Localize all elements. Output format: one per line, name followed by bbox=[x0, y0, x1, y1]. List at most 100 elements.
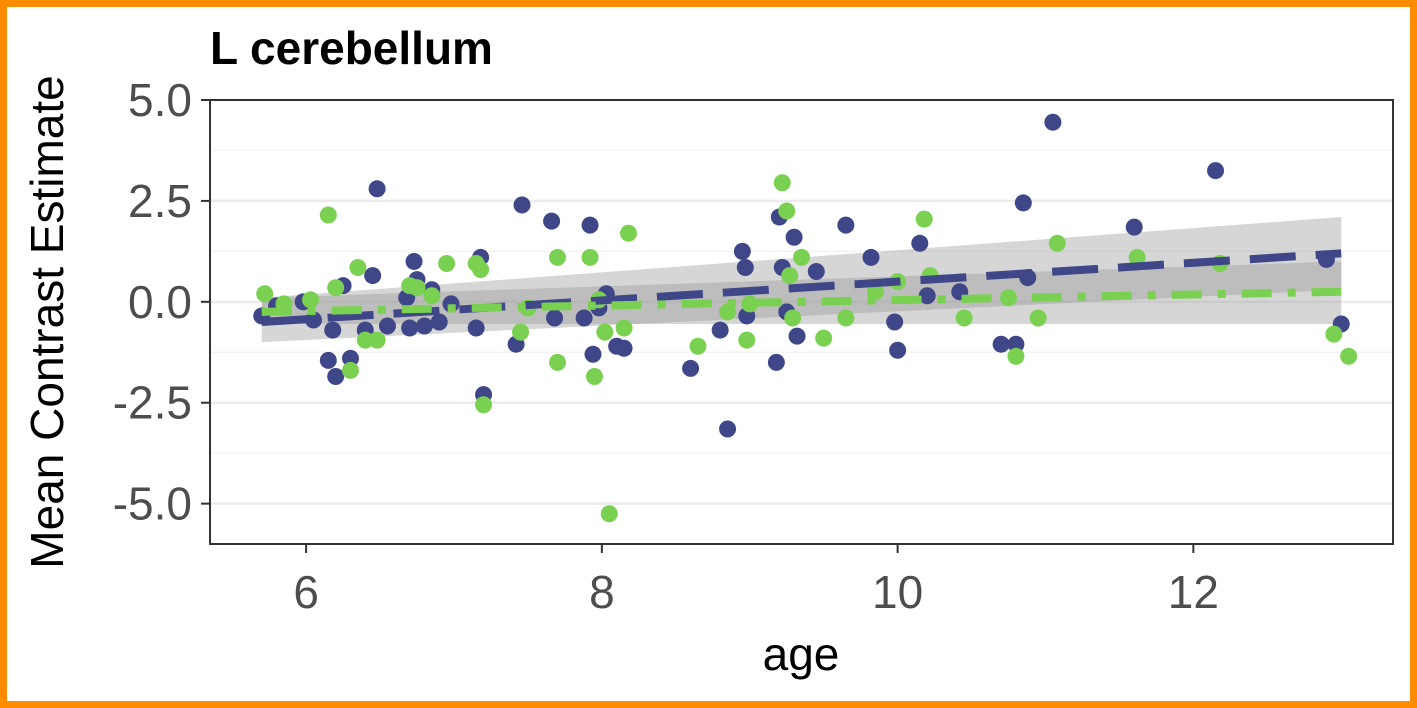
data-point bbox=[781, 267, 799, 285]
data-point bbox=[1029, 309, 1047, 327]
y-tick-label: -5.0 bbox=[113, 478, 192, 530]
data-point bbox=[1207, 162, 1225, 180]
data-point bbox=[467, 319, 485, 337]
data-point bbox=[327, 367, 345, 385]
data-point bbox=[549, 248, 567, 266]
y-tick-label: 5.0 bbox=[128, 74, 192, 126]
data-point bbox=[405, 252, 423, 270]
data-point bbox=[1048, 234, 1066, 252]
data-point bbox=[788, 327, 806, 345]
data-point bbox=[886, 313, 904, 331]
x-axis-ticks: 6 8 10 12 bbox=[293, 544, 1219, 618]
data-point bbox=[543, 212, 561, 230]
data-point bbox=[915, 210, 933, 228]
data-point bbox=[302, 291, 320, 309]
data-point bbox=[415, 317, 433, 335]
data-point bbox=[767, 353, 785, 371]
data-point bbox=[368, 331, 386, 349]
data-point bbox=[866, 283, 884, 301]
x-tick-label: 10 bbox=[872, 566, 923, 618]
data-point bbox=[408, 279, 426, 297]
data-point bbox=[585, 367, 603, 385]
data-point bbox=[256, 285, 274, 303]
data-point bbox=[430, 313, 448, 331]
data-point bbox=[837, 216, 855, 234]
plot-panel-border bbox=[209, 99, 1394, 545]
y-axis-title: Mean Contrast Estimate bbox=[21, 75, 73, 568]
data-point bbox=[319, 206, 337, 224]
data-point bbox=[368, 180, 386, 198]
data-point bbox=[1325, 325, 1343, 343]
data-point bbox=[682, 359, 700, 377]
data-point bbox=[349, 259, 367, 277]
y-tick-label: 0.0 bbox=[128, 276, 192, 328]
data-point bbox=[889, 341, 907, 359]
data-point bbox=[784, 309, 802, 327]
x-tick-label: 8 bbox=[589, 566, 615, 618]
data-point bbox=[546, 309, 564, 327]
fit-lines bbox=[261, 249, 1342, 326]
y-axis-ticks: -5.0 -2.5 0.0 2.5 5.0 bbox=[113, 74, 210, 530]
x-tick-label: 12 bbox=[1168, 566, 1219, 618]
data-point bbox=[778, 202, 796, 220]
data-point bbox=[738, 331, 756, 349]
data-point bbox=[711, 321, 729, 339]
data-point bbox=[378, 317, 396, 335]
data-point bbox=[364, 267, 382, 285]
data-point bbox=[438, 254, 456, 272]
chart-title: L cerebellum bbox=[210, 22, 493, 74]
y-tick-label: 2.5 bbox=[128, 175, 192, 227]
data-point bbox=[719, 303, 737, 321]
data-point bbox=[596, 323, 614, 341]
data-point bbox=[615, 319, 633, 337]
data-point bbox=[600, 505, 618, 523]
data-point bbox=[773, 174, 791, 192]
data-point bbox=[837, 309, 855, 327]
data-points bbox=[253, 113, 1358, 523]
data-point bbox=[815, 329, 833, 347]
data-point bbox=[584, 345, 602, 363]
data-point bbox=[401, 319, 419, 337]
data-point bbox=[581, 216, 599, 234]
data-point bbox=[1125, 218, 1143, 236]
data-point bbox=[327, 279, 345, 297]
data-point bbox=[689, 337, 707, 355]
data-point bbox=[785, 228, 803, 246]
data-point bbox=[793, 248, 810, 266]
data-point bbox=[512, 323, 530, 341]
data-point bbox=[423, 287, 441, 305]
data-point bbox=[581, 248, 599, 266]
data-point bbox=[955, 309, 973, 327]
data-point bbox=[356, 331, 374, 349]
x-tick-label: 6 bbox=[293, 566, 319, 618]
data-point bbox=[1128, 248, 1146, 266]
data-point bbox=[615, 339, 633, 357]
data-point bbox=[862, 248, 880, 266]
data-point bbox=[341, 349, 359, 367]
data-point bbox=[341, 361, 359, 379]
data-point bbox=[549, 353, 567, 371]
x-axis-title: age bbox=[763, 628, 840, 680]
data-point bbox=[918, 287, 936, 305]
data-point bbox=[324, 321, 342, 339]
data-point bbox=[575, 309, 593, 327]
data-point bbox=[992, 335, 1010, 353]
data-point bbox=[807, 263, 825, 281]
data-point bbox=[1340, 347, 1358, 365]
data-point bbox=[475, 396, 493, 414]
fit-line bbox=[261, 287, 1342, 316]
data-point bbox=[1007, 347, 1025, 365]
data-point bbox=[472, 261, 490, 279]
data-point bbox=[911, 234, 929, 252]
data-point bbox=[1044, 113, 1062, 131]
y-tick-label: -2.5 bbox=[113, 377, 192, 429]
data-point bbox=[319, 351, 337, 369]
data-point bbox=[619, 224, 637, 242]
data-point bbox=[305, 311, 323, 329]
data-point bbox=[513, 196, 531, 214]
fit-line bbox=[261, 249, 1342, 326]
data-point bbox=[719, 420, 737, 438]
data-point bbox=[1007, 335, 1025, 353]
data-point bbox=[736, 259, 754, 277]
